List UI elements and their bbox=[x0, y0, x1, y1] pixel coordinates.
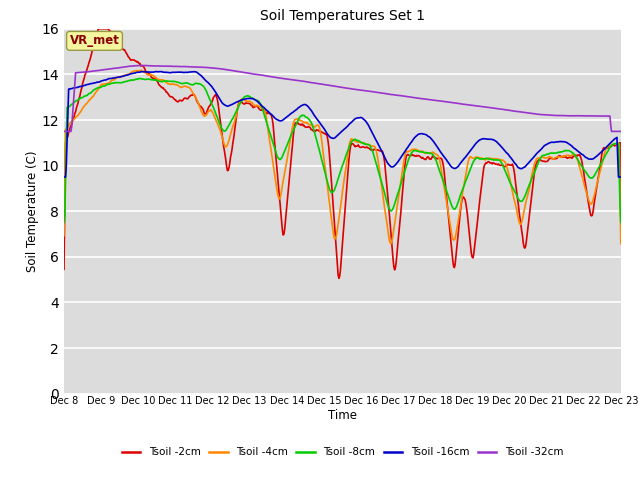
Y-axis label: Soil Temperature (C): Soil Temperature (C) bbox=[26, 150, 38, 272]
Title: Soil Temperatures Set 1: Soil Temperatures Set 1 bbox=[260, 10, 425, 24]
Legend: Tsoil -2cm, Tsoil -4cm, Tsoil -8cm, Tsoil -16cm, Tsoil -32cm: Tsoil -2cm, Tsoil -4cm, Tsoil -8cm, Tsoi… bbox=[118, 443, 567, 461]
X-axis label: Time: Time bbox=[328, 409, 357, 422]
Text: VR_met: VR_met bbox=[70, 35, 120, 48]
